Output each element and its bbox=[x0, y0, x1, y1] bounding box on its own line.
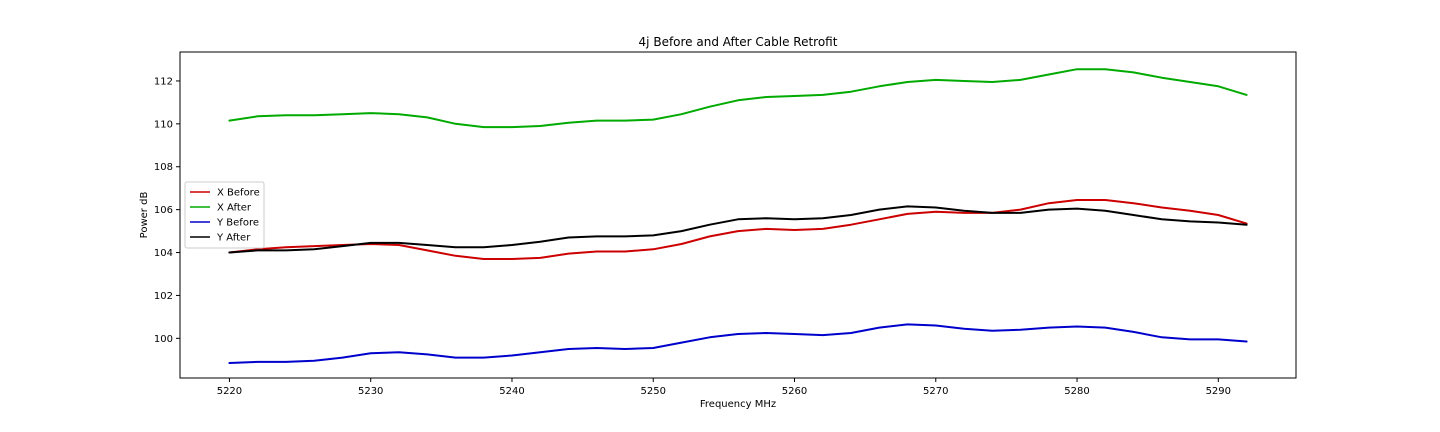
series-layer bbox=[228, 68, 1248, 364]
y-tick-label-2: 104 bbox=[154, 248, 173, 259]
legend-label-0: X Before bbox=[217, 188, 260, 199]
x-axis-label: Frequency MHz bbox=[700, 399, 776, 410]
y-tick-label-3: 106 bbox=[154, 205, 173, 216]
y-tick-label-1: 102 bbox=[154, 291, 173, 302]
y-tick-label-4: 108 bbox=[154, 162, 173, 173]
legend: X Before X After Y Before Y After bbox=[184, 181, 265, 249]
series-line-3 bbox=[228, 205, 1248, 254]
legend-box bbox=[184, 181, 265, 249]
x-axis: 5220 5230 5240 5250 5260 5270 5280 5290 bbox=[217, 378, 1231, 397]
x-tick-label-1: 5230 bbox=[358, 386, 383, 397]
x-tick-label-0: 5220 bbox=[217, 386, 242, 397]
plot-frame bbox=[179, 51, 1297, 379]
legend-label-1: X After bbox=[217, 203, 252, 214]
series-line-1 bbox=[228, 68, 1248, 129]
x-tick-label-5: 5270 bbox=[923, 386, 948, 397]
x-tick-label-6: 5280 bbox=[1064, 386, 1089, 397]
series-line-2 bbox=[228, 323, 1248, 364]
series-line-0 bbox=[228, 199, 1248, 260]
y-tick-label-0: 100 bbox=[154, 334, 173, 345]
x-tick-label-7: 5290 bbox=[1206, 386, 1231, 397]
chart-title: 4j Before and After Cable Retrofit bbox=[639, 35, 838, 49]
y-tick-label-6: 112 bbox=[154, 76, 173, 87]
y-tick-label-5: 110 bbox=[154, 119, 173, 130]
x-tick-label-3: 5250 bbox=[641, 386, 666, 397]
legend-label-3: Y After bbox=[216, 233, 251, 244]
x-tick-label-4: 5260 bbox=[782, 386, 807, 397]
y-axis: 100 102 104 106 108 110 112 bbox=[154, 76, 180, 345]
x-tick-label-2: 5240 bbox=[499, 386, 524, 397]
legend-label-2: Y Before bbox=[216, 218, 259, 229]
y-axis-label: Power dB bbox=[139, 192, 150, 239]
